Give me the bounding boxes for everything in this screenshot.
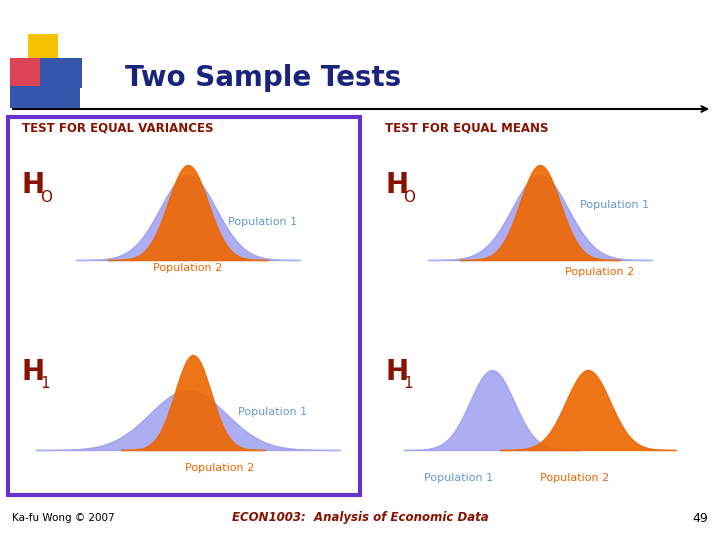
Text: Population 1: Population 1 (228, 217, 297, 227)
Text: TEST FOR EQUAL MEANS: TEST FOR EQUAL MEANS (385, 122, 549, 134)
Text: 49: 49 (692, 511, 708, 524)
Text: 1: 1 (403, 376, 413, 392)
Text: Population 2: Population 2 (185, 463, 255, 473)
Bar (10, 86, 80, 108)
Text: Population 1: Population 1 (580, 200, 649, 210)
Text: O: O (40, 190, 52, 205)
Text: Two Sample Tests: Two Sample Tests (125, 64, 401, 92)
Text: H: H (22, 358, 45, 386)
Text: Population 2: Population 2 (565, 267, 634, 277)
FancyBboxPatch shape (8, 117, 360, 495)
Text: Population 2: Population 2 (541, 473, 610, 483)
Text: TEST FOR EQUAL VARIANCES: TEST FOR EQUAL VARIANCES (22, 122, 214, 134)
Text: H: H (22, 171, 45, 199)
Text: Population 1: Population 1 (424, 473, 494, 483)
Text: Population 2: Population 2 (153, 263, 222, 273)
Text: 1: 1 (40, 376, 50, 392)
Text: Population 1: Population 1 (238, 407, 307, 417)
Text: Ka-fu Wong © 2007: Ka-fu Wong © 2007 (12, 513, 114, 523)
Text: ECON1003:  Analysis of Economic Data: ECON1003: Analysis of Economic Data (232, 511, 488, 524)
Bar (28, 34, 58, 64)
Bar (10, 58, 40, 88)
Text: H: H (385, 358, 408, 386)
Text: O: O (403, 190, 415, 205)
Bar (40, 58, 82, 88)
Text: H: H (385, 171, 408, 199)
